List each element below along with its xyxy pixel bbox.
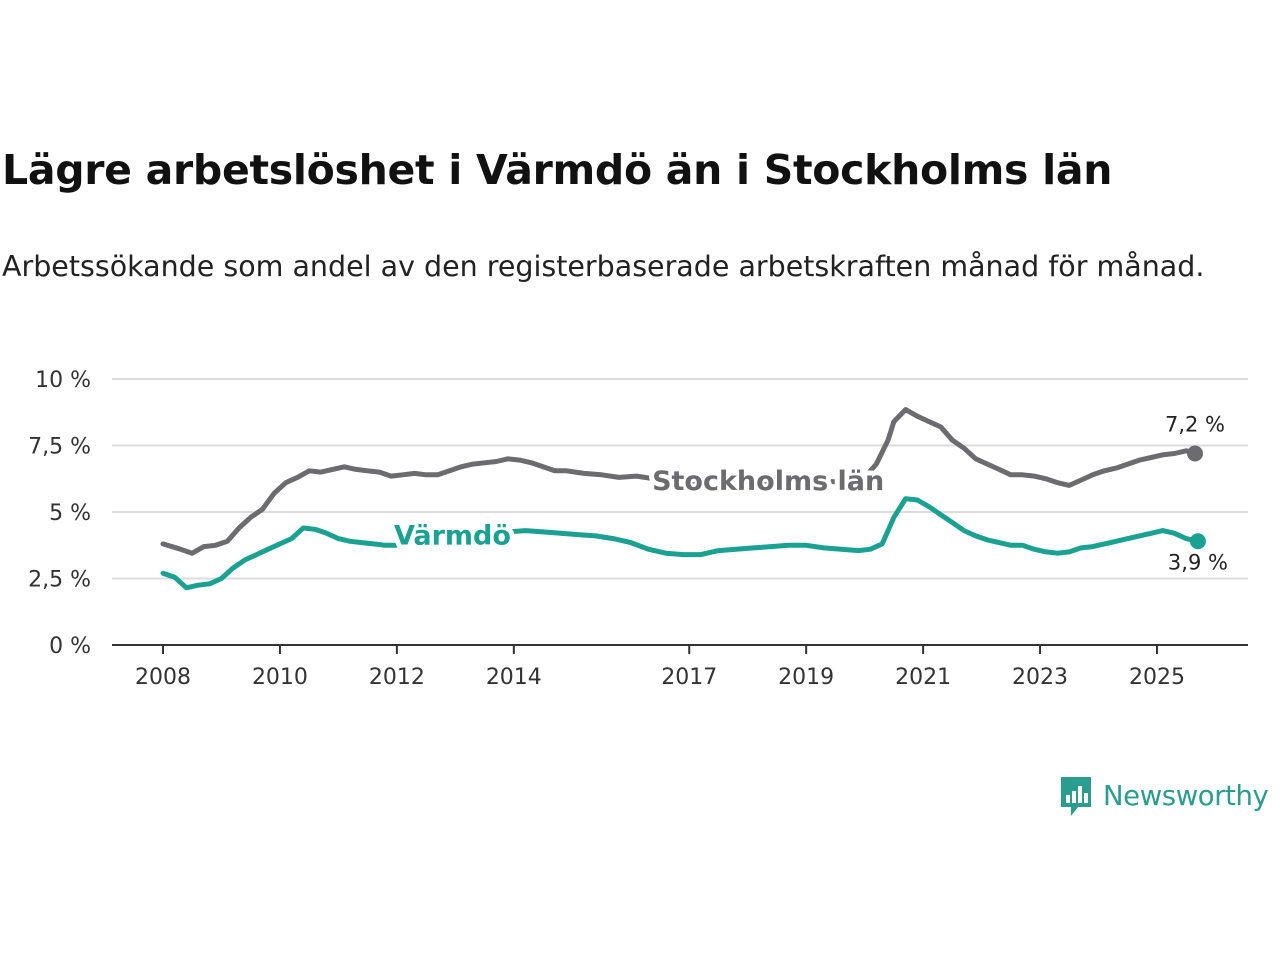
series-labels: 7,2 % 3,9 % Stockholms län Värmdö [389, 412, 1228, 574]
y-tick-label: 7,5 % [28, 435, 91, 460]
gridlines [112, 378, 1248, 580]
newsworthy-logo-text: Newsworthy [1103, 780, 1269, 812]
x-tick-label: 2014 [486, 665, 542, 690]
newsworthy-logo-icon [1061, 777, 1091, 816]
series-end-label: 3,9 % [1168, 550, 1228, 574]
x-tick-label: 2023 [1012, 665, 1068, 690]
series-label-varmdo: Värmdö [394, 521, 511, 552]
x-tick-label: 2012 [369, 665, 425, 690]
x-tick-label: 2025 [1129, 665, 1185, 690]
line-chart: 0 % 2,5 % 5 % 7,5 % 10 % 2008 2010 2012 2014 201… [28, 368, 1248, 690]
series-end-point [1189, 533, 1206, 550]
series-line-stockholms-lan [160, 407, 1198, 556]
x-tick-label: 2017 [661, 665, 717, 690]
series-label-stockholms-lan: Stockholms län [652, 466, 884, 497]
y-tick-label: 0 % [49, 634, 91, 659]
x-axis: 2008 2010 2012 2014 2017 2019 2021 2023 2025 [112, 644, 1248, 690]
x-tick-label: 2010 [252, 665, 308, 690]
x-tick-label: 2019 [778, 665, 834, 690]
series-end-label: 7,2 % [1165, 412, 1225, 436]
chart-subtitle: Arbetssökande som andel av den registerb… [2, 250, 1205, 283]
y-axis-ticks: 0 % 2,5 % 5 % 7,5 % 10 % [28, 368, 91, 659]
x-tick-label: 2021 [895, 665, 951, 690]
series-line-varmdo [160, 496, 1201, 591]
series-lines [160, 407, 1206, 591]
y-tick-label: 5 % [49, 501, 91, 526]
newsworthy-logo: Newsworthy [1058, 774, 1269, 818]
series-end-point [1187, 445, 1204, 462]
chart-title: Lägre arbetslöshet i Värmdö än i Stockho… [2, 146, 1113, 194]
y-tick-label: 10 % [35, 368, 91, 393]
y-tick-label: 2,5 % [28, 568, 91, 593]
x-tick-label: 2008 [135, 665, 191, 690]
